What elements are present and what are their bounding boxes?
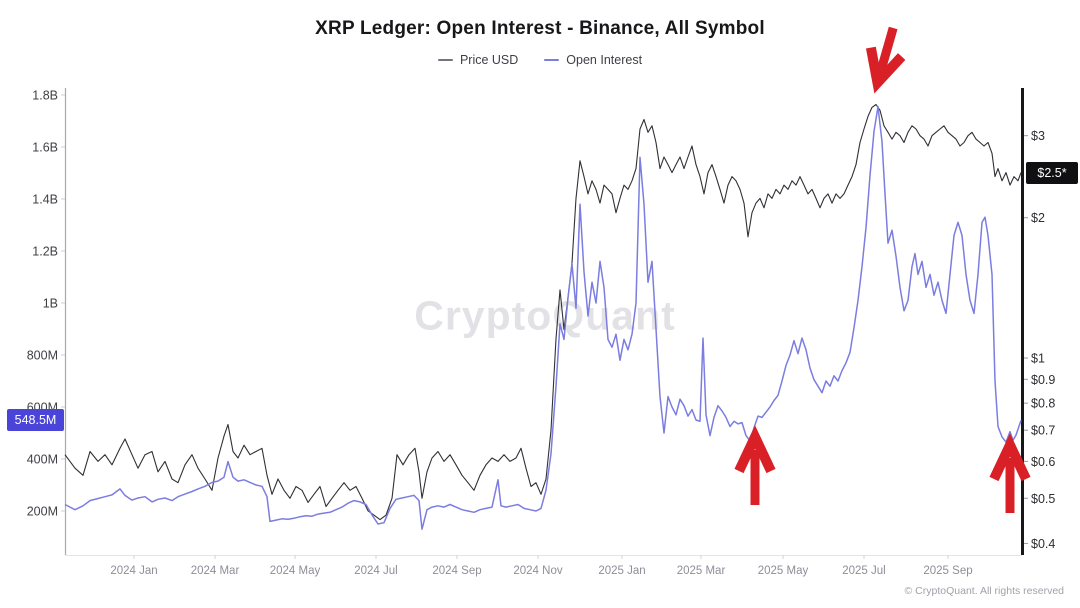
right-axis-tick-label: $2 xyxy=(1031,211,1045,225)
right-axis-tick-label: $3 xyxy=(1031,129,1045,143)
legend-label-open-interest: Open Interest xyxy=(566,53,643,67)
left-axis-tick-label: 1.2B xyxy=(32,245,58,259)
x-axis-tick-label: 2024 Mar xyxy=(191,565,240,577)
chart-legend: Price USD Open Interest xyxy=(0,53,1080,67)
left-axis-tick-label: 400M xyxy=(27,453,58,467)
x-axis-tick-label: 2024 Jan xyxy=(110,565,157,577)
price-current-value-badge: $2.5* xyxy=(1026,161,1078,184)
legend-item-price-usd[interactable]: Price USD xyxy=(437,53,519,67)
right-axis-tick-label: $0.4 xyxy=(1031,537,1055,551)
x-axis-tick-label: 2024 May xyxy=(270,565,321,577)
x-axis-tick-label: 2025 Jan xyxy=(598,565,645,577)
annotation-arrow-up xyxy=(734,425,776,505)
left-axis-tick-label: 200M xyxy=(27,505,58,519)
right-axis-tick-label: $0.7 xyxy=(1031,424,1055,438)
annotation-arrow-up xyxy=(989,433,1031,513)
right-axis-tick-label: $0.9 xyxy=(1031,373,1055,387)
left-axis-tick-label: 1B xyxy=(43,297,58,311)
copyright-text: © CryptoQuant. All rights reserved xyxy=(904,585,1064,597)
right-axis-tick-label: $0.5 xyxy=(1031,492,1055,506)
right-axis-tick-label: $1 xyxy=(1031,352,1045,366)
x-axis-tick-label: 2025 Sep xyxy=(923,565,972,577)
x-axis-tick-label: 2025 Jul xyxy=(842,565,885,577)
left-axis-tick-label: 800M xyxy=(27,349,58,363)
left-axis-tick-label: 1.4B xyxy=(32,193,58,207)
oi-current-value-badge: 548.5M xyxy=(7,409,64,432)
left-axis-tick-label: 1.6B xyxy=(32,141,58,155)
right-axis-tick-label: $0.6 xyxy=(1031,455,1055,469)
x-axis-tick-label: 2024 Jul xyxy=(354,565,397,577)
x-axis-tick-label: 2024 Sep xyxy=(432,565,481,577)
x-axis-tick-label: 2025 May xyxy=(758,565,809,577)
legend-label-price-usd: Price USD xyxy=(459,53,519,67)
price-line-swatch xyxy=(437,59,453,61)
chart-title: XRP Ledger: Open Interest - Binance, All… xyxy=(315,18,765,39)
left-axis-tick-label: 1.8B xyxy=(32,89,58,103)
right-axis-tick-label: $0.8 xyxy=(1031,397,1055,411)
open-interest-line-swatch xyxy=(544,59,560,61)
legend-item-open-interest[interactable]: Open Interest xyxy=(544,53,642,67)
series-line-open-interest xyxy=(64,105,1022,530)
x-axis-tick-label: 2025 Mar xyxy=(677,565,726,577)
series-line-price-usd xyxy=(64,103,1022,521)
x-axis-tick-label: 2024 Nov xyxy=(513,565,562,577)
annotation-arrow-down xyxy=(865,26,906,94)
